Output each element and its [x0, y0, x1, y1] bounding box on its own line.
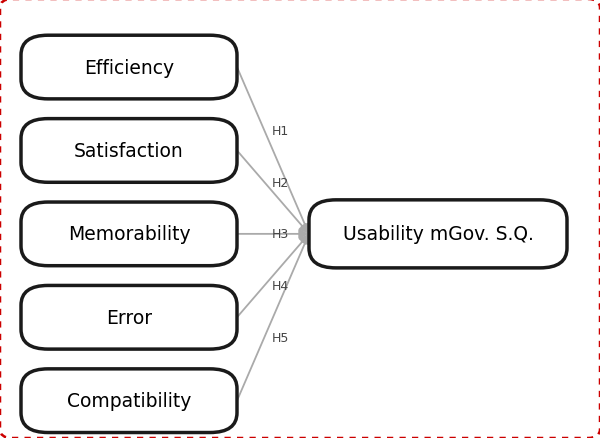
Text: Satisfaction: Satisfaction	[74, 141, 184, 161]
Text: H4: H4	[272, 279, 289, 293]
FancyBboxPatch shape	[21, 119, 237, 183]
Text: H5: H5	[272, 331, 289, 344]
Text: Compatibility: Compatibility	[67, 391, 191, 410]
FancyBboxPatch shape	[21, 36, 237, 100]
FancyBboxPatch shape	[21, 202, 237, 266]
FancyBboxPatch shape	[309, 201, 567, 268]
FancyBboxPatch shape	[21, 286, 237, 350]
FancyBboxPatch shape	[21, 369, 237, 433]
Text: H1: H1	[272, 125, 289, 138]
Text: H2: H2	[272, 176, 289, 189]
Text: H3: H3	[272, 228, 289, 241]
Text: Error: Error	[106, 308, 152, 327]
Text: Efficiency: Efficiency	[84, 58, 174, 78]
Text: Memorability: Memorability	[68, 225, 190, 244]
Text: Usability mGov. S.Q.: Usability mGov. S.Q.	[343, 225, 533, 244]
